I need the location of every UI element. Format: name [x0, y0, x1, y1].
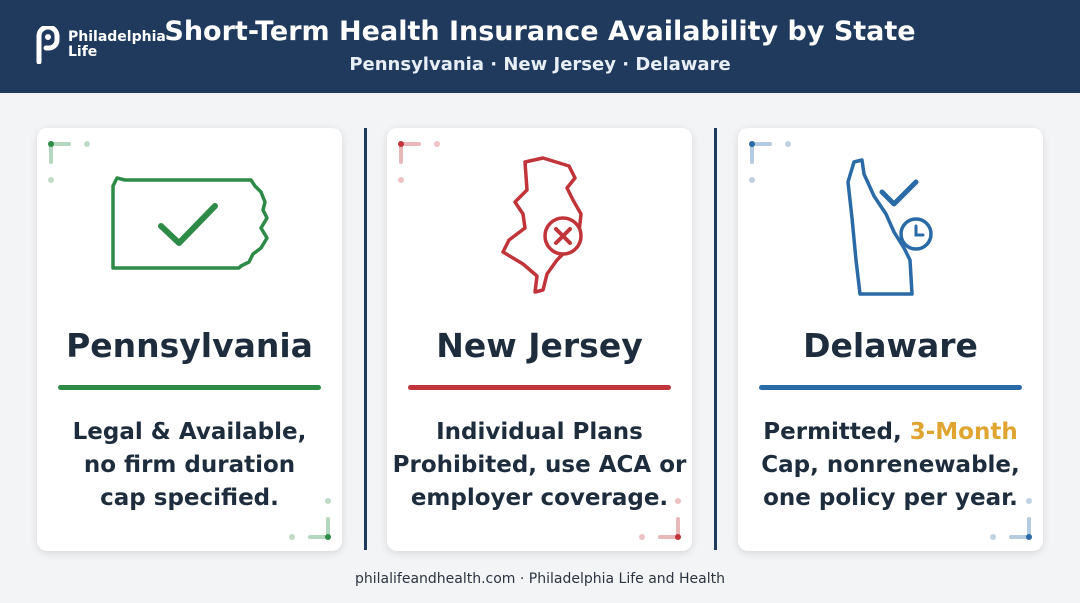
- corner-decoration: [48, 141, 90, 183]
- card: New Jersey Individual Plans Prohibited, u…: [387, 128, 692, 551]
- desc-line: no firm duration: [83, 452, 296, 478]
- subtitle: Pennsylvania · New Jersey · Delaware: [349, 54, 731, 75]
- logo-mark: [36, 26, 60, 64]
- corner-decoration: [990, 498, 1032, 540]
- desc-line: Individual Plans: [436, 419, 643, 445]
- logo-line: Philadelphia: [68, 29, 166, 45]
- corner-decoration: [749, 141, 791, 183]
- state-icon: [501, 156, 583, 294]
- corner-decoration: [639, 498, 681, 540]
- header: Philadelphia Life Short-Term Health Insur…: [0, 0, 1080, 93]
- desc-line: Prohibited, use ACA or: [392, 452, 687, 478]
- state-name: Pennsylvania: [66, 326, 313, 365]
- corner-decoration: [398, 141, 440, 183]
- desc-line: Permitted, 3-Month: [738, 416, 1043, 449]
- title: Short-Term Health Insurance Availability…: [164, 16, 916, 47]
- desc-line: Legal & Available,: [72, 419, 307, 445]
- footer: philalifeandhealth.com · Philadelphia Li…: [355, 571, 725, 587]
- state-name: Delaware: [803, 326, 978, 365]
- desc-line: cap specified.: [100, 485, 279, 511]
- corner-decoration: [289, 498, 331, 540]
- underline: [759, 385, 1022, 390]
- desc-lead: Permitted,: [763, 419, 902, 445]
- desc-line: employer coverage.: [410, 485, 669, 511]
- state-icon: [111, 176, 269, 270]
- description: Permitted, 3-Month Cap, nonrenewable, one …: [738, 416, 1043, 515]
- underline: [408, 385, 671, 390]
- desc-highlight: 3-Month: [909, 419, 1018, 445]
- card: Delaware Permitted, 3-Month Cap, nonrenew…: [738, 128, 1043, 551]
- desc-line: Cap, nonrenewable,: [761, 452, 1020, 478]
- card: Pennsylvania Legal & Available, no firm d…: [37, 128, 342, 551]
- logo-line: Life: [68, 44, 98, 60]
- desc-line: one policy per year.: [763, 485, 1018, 511]
- logo: Philadelphia Life: [36, 26, 166, 64]
- state-name: New Jersey: [436, 326, 643, 365]
- divider: [714, 128, 717, 550]
- state-icon: [846, 158, 933, 296]
- divider: [364, 128, 367, 550]
- underline: [58, 385, 321, 390]
- logo-text: Philadelphia Life: [68, 30, 166, 60]
- description: Legal & Available, no firm duration cap sp…: [37, 416, 342, 515]
- description: Individual Plans Prohibited, use ACA or em…: [387, 416, 692, 515]
